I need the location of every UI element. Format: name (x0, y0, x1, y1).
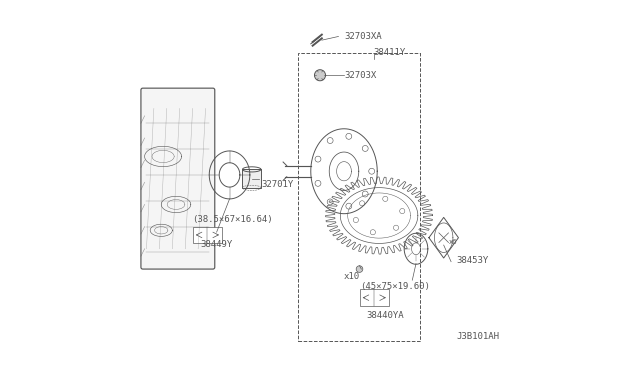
Circle shape (356, 266, 363, 272)
Text: 32703X: 32703X (344, 71, 376, 80)
Text: 32703XA: 32703XA (344, 32, 381, 41)
Circle shape (315, 180, 321, 186)
Circle shape (327, 199, 333, 205)
Circle shape (346, 203, 352, 209)
Circle shape (327, 138, 333, 144)
Text: 38411Y: 38411Y (374, 48, 406, 57)
Text: (45×75×19.60): (45×75×19.60) (360, 282, 429, 291)
Circle shape (360, 201, 365, 206)
Circle shape (371, 230, 376, 235)
Text: x10: x10 (344, 272, 360, 281)
Circle shape (353, 217, 358, 222)
Text: (38.5×67×16.64): (38.5×67×16.64) (193, 215, 273, 224)
Text: 32701Y: 32701Y (261, 180, 293, 189)
Circle shape (362, 191, 368, 197)
Circle shape (383, 196, 388, 201)
Circle shape (362, 145, 368, 151)
Circle shape (394, 225, 399, 230)
Bar (243, 169, 261, 188)
Text: J3B101AH: J3B101AH (456, 332, 500, 341)
Text: 38449Y: 38449Y (200, 240, 232, 249)
Circle shape (314, 70, 326, 81)
Circle shape (399, 208, 405, 214)
Bar (193, 227, 222, 243)
FancyBboxPatch shape (141, 88, 215, 269)
Text: x6: x6 (449, 239, 457, 246)
Text: 38453Y: 38453Y (456, 256, 488, 265)
Text: 38440YA: 38440YA (366, 311, 404, 320)
Circle shape (315, 156, 321, 162)
Circle shape (369, 168, 374, 174)
Bar (298, 53, 420, 341)
Circle shape (346, 134, 352, 139)
Bar (360, 289, 389, 306)
